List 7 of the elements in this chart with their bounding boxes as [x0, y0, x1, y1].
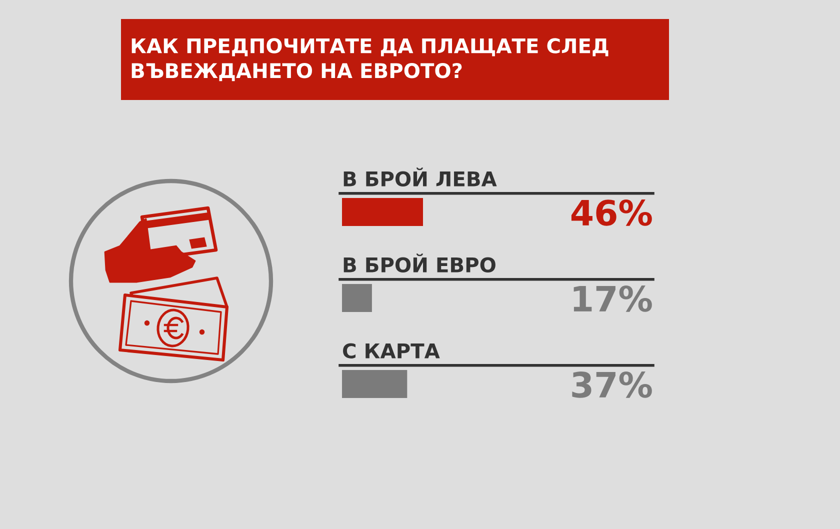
y-tick-label: В БРОЙ ЛЕВА: [344, 168, 497, 186]
y-tick-label: В БРОЙ ЕВРО: [344, 254, 496, 272]
chart-title: КАК ПРЕДПОЧИТАТЕ ДА ПЛАЩАТЕ СЛЕД ВЪВЕЖДАНЕТО НА ЕВРОТО?: [132, 38, 608, 82]
data-label: 17%: [574, 286, 652, 312]
data-label: 37%: [572, 372, 652, 398]
data-label: 46%: [571, 200, 652, 226]
y-tick-label: С КАРТА: [343, 343, 440, 358]
